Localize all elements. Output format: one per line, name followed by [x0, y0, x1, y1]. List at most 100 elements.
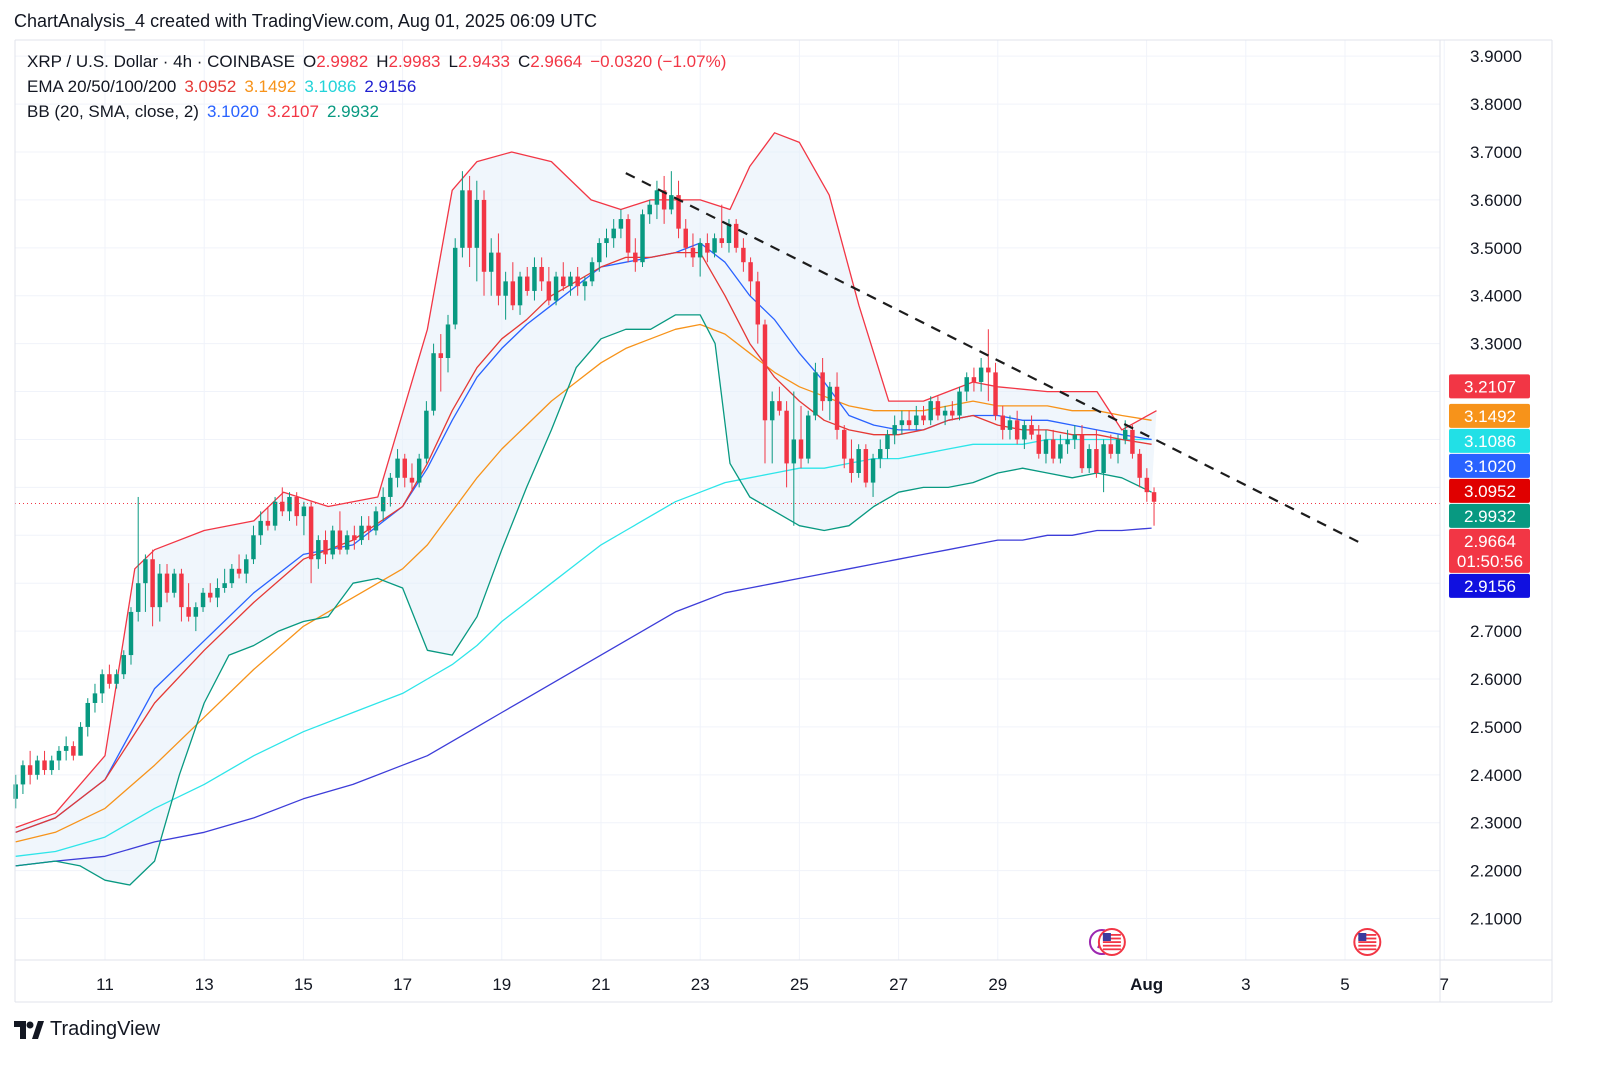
price-tag-bg — [1449, 573, 1530, 598]
price-tick-label: 2.6000 — [1470, 670, 1522, 689]
candle-body — [1000, 415, 1005, 430]
candle-body — [705, 243, 710, 253]
candle — [251, 525, 256, 565]
candle-body — [337, 530, 343, 550]
bollinger-band-fill — [15, 132, 1157, 886]
candle — [208, 583, 213, 603]
candle-body — [842, 429, 847, 459]
candle — [777, 386, 782, 416]
candle — [1079, 425, 1085, 473]
candle — [1130, 425, 1135, 459]
price-tag-label: 3.1020 — [1464, 457, 1516, 476]
candle — [71, 741, 76, 761]
time-tick-label: 15 — [294, 975, 313, 994]
candle-body — [611, 228, 616, 239]
candle-body — [712, 238, 717, 253]
candle — [56, 746, 62, 771]
candle-body — [575, 276, 580, 287]
candle — [748, 257, 753, 296]
candle-body — [1122, 429, 1128, 440]
candle — [1014, 410, 1020, 445]
candle-body — [445, 324, 451, 359]
candle — [121, 650, 127, 680]
candle — [1036, 425, 1042, 459]
candle-body — [741, 247, 746, 263]
candle — [561, 262, 566, 291]
candle — [539, 257, 544, 291]
candle — [438, 334, 444, 392]
candle-body — [625, 219, 631, 253]
candle — [755, 271, 761, 344]
ema50-line — [15, 323, 1152, 843]
candle — [258, 511, 263, 545]
price-tag-label: 2.9156 — [1464, 577, 1516, 596]
candle-body — [733, 223, 739, 248]
candle — [359, 516, 364, 545]
candle-body — [1094, 449, 1099, 473]
symbol-legend[interactable]: XRP / U.S. Dollar · 4h · COINBASE O2.9982… — [27, 52, 734, 72]
candle-body — [784, 410, 789, 464]
candle-body — [957, 391, 962, 416]
candle — [863, 444, 869, 488]
change-value: −0.0320 (−1.07%) — [590, 52, 727, 71]
candle — [1050, 429, 1056, 464]
tradingview-logo[interactable]: TradingView — [14, 1018, 160, 1041]
candle — [697, 238, 703, 277]
candle-body — [1065, 439, 1070, 445]
candle — [1086, 444, 1092, 473]
price-tag-bg — [1449, 374, 1530, 399]
ema20-value: 3.0952 — [184, 77, 237, 96]
candle-body — [820, 372, 825, 402]
event-icons[interactable] — [1088, 928, 1382, 956]
candle — [568, 271, 573, 296]
candle-body — [409, 477, 415, 483]
candle-body — [452, 247, 458, 325]
price-tag-label: 3.2107 — [1464, 377, 1516, 396]
candle — [409, 463, 415, 493]
candle-body — [1079, 434, 1085, 469]
price-tick-label: 2.4000 — [1470, 766, 1522, 785]
candlesticks — [13, 171, 1157, 809]
candle — [856, 444, 861, 478]
candle-body — [827, 386, 833, 402]
candle — [496, 233, 501, 306]
candle-body — [301, 506, 307, 517]
bb-label: BB (20, SMA, close, 2) — [27, 102, 199, 121]
price-tag-label: 3.1086 — [1464, 432, 1516, 451]
candle — [827, 381, 833, 421]
candle — [618, 209, 624, 239]
candle-body — [1086, 449, 1092, 469]
candle — [503, 271, 508, 320]
descending-trendline[interactable] — [625, 172, 1363, 545]
candle — [906, 410, 912, 430]
candle — [294, 492, 299, 526]
candle — [791, 391, 797, 526]
candle — [193, 602, 199, 632]
candle — [1043, 429, 1049, 464]
candle — [63, 736, 69, 761]
candle-body — [215, 587, 220, 598]
bb-legend[interactable]: BB (20, SMA, close, 2) 3.1020 3.2107 2.9932 — [27, 102, 387, 122]
candle — [301, 501, 307, 536]
candle — [805, 410, 811, 464]
candle-body — [359, 525, 364, 541]
candle-body — [316, 540, 321, 560]
candle — [13, 774, 18, 809]
candle-body — [971, 377, 977, 382]
candle — [488, 238, 494, 296]
candle-body — [1144, 477, 1150, 493]
time-tick-label: 25 — [790, 975, 809, 994]
time-tick-label: 3 — [1241, 975, 1250, 994]
candle-body — [633, 252, 638, 263]
candle-body — [20, 765, 26, 785]
ema-legend[interactable]: EMA 20/50/100/200 3.0952 3.1492 3.1086 2.915… — [27, 77, 424, 97]
candle-body — [1115, 439, 1121, 454]
candle — [1007, 415, 1013, 440]
time-axis[interactable]: 11 13 15 17 19 21 23 25 27 29 Aug 3 5 7 — [96, 975, 1449, 994]
candle-body — [1050, 439, 1056, 459]
candle-body — [244, 559, 249, 574]
candle-body — [35, 760, 40, 775]
candle-body — [719, 238, 724, 244]
